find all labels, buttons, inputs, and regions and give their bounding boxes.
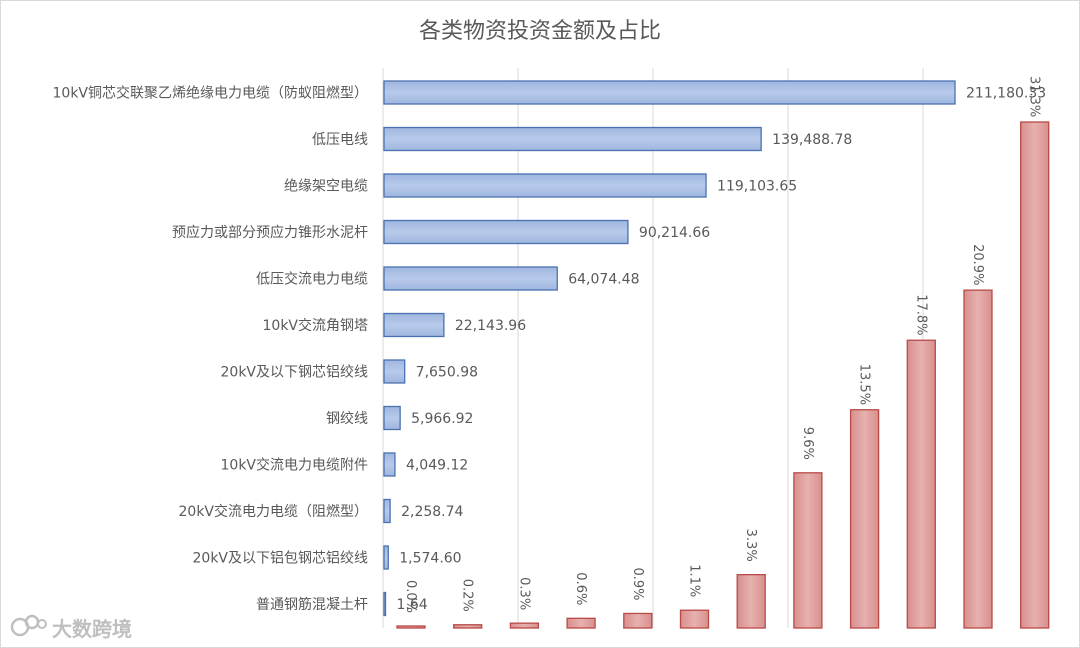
percent-label: 0.2% <box>460 579 475 612</box>
horizontal-bar-series: 10kV铜芯交联聚乙烯绝缘电力电缆（防蚁阻燃型） 211,180.33 低压电线 13… <box>53 80 1046 617</box>
percent-label: 31.3% <box>1027 76 1042 117</box>
vbar <box>509 622 540 629</box>
vbar <box>906 339 936 629</box>
percent-label: 0.3% <box>516 577 531 610</box>
category-label: 普通钢筋混凝土杆 <box>256 596 368 613</box>
percent-label: 9.6% <box>800 427 815 460</box>
category-label: 钢绞线 <box>326 410 368 427</box>
vbar <box>849 409 880 629</box>
hbar <box>383 266 558 291</box>
hbar <box>383 405 401 431</box>
percent-label: 20.9% <box>970 244 985 285</box>
hbar <box>383 498 391 524</box>
value-label: 139,488.78 <box>772 132 852 148</box>
value-label: 22,143.96 <box>455 318 526 334</box>
percent-label: 3.3% <box>743 529 758 562</box>
value-label: 4,049.12 <box>406 458 468 474</box>
vbar <box>396 625 426 629</box>
vertical-bar-series: 0.0% 0.2% 0.3% 0.6% 0.9% 1.1% 3.3% 9.6% 13.5% 17.… <box>396 76 1050 629</box>
watermark-logo-icon <box>10 614 47 637</box>
value-label: 7,650.98 <box>416 365 478 381</box>
value-label: 211,180.33 <box>966 86 1046 102</box>
value-label: 1,574.60 <box>399 551 461 567</box>
vbar <box>963 289 993 629</box>
hbar <box>383 173 707 198</box>
category-label: 20kV及以下铝包钢芯铝绞线 <box>193 550 369 567</box>
value-label: 2,258.74 <box>401 504 463 520</box>
value-label: 64,074.48 <box>568 272 639 288</box>
value-label: 119,103.65 <box>717 179 797 195</box>
category-label: 10kV铜芯交联聚乙烯绝缘电力电缆（防蚁阻燃型） <box>53 85 369 102</box>
value-label: 90,214.66 <box>639 225 710 241</box>
percent-label: 0.0% <box>403 580 418 613</box>
percent-label: 1.1% <box>687 564 702 597</box>
hbar <box>383 126 762 152</box>
gridlines <box>382 68 924 628</box>
vbar <box>453 624 483 629</box>
category-label: 低压电线 <box>312 132 368 148</box>
hbar <box>383 452 396 477</box>
category-label: 20kV及以下钢芯铝绞线 <box>221 364 369 381</box>
hbar <box>383 545 389 570</box>
vbar <box>793 472 823 629</box>
value-label: 1.64 <box>397 597 428 613</box>
vbar <box>623 612 653 629</box>
vbar <box>1020 121 1050 629</box>
hbar <box>383 80 956 105</box>
category-label: 低压交流电力电缆 <box>256 271 368 288</box>
category-label: 10kV交流电力电缆附件 <box>221 457 369 474</box>
hbar <box>383 591 387 617</box>
category-label: 10kV交流角钢塔 <box>263 317 369 334</box>
vbar <box>736 574 766 629</box>
category-label: 预应力或部分预应力锥形水泥杆 <box>172 224 368 241</box>
vbar <box>566 617 596 629</box>
value-label: 5,966.92 <box>411 411 473 427</box>
hbar <box>383 312 445 338</box>
category-label: 绝缘架空电缆 <box>284 179 368 195</box>
chart-title: 各类物资投资金额及占比 <box>419 19 661 44</box>
percent-label: 0.6% <box>573 572 588 605</box>
hbar <box>383 359 406 384</box>
watermark: 大数跨境 <box>10 614 132 641</box>
category-label: 20kV交流电力电缆（阻燃型） <box>179 503 369 520</box>
vbar <box>679 609 710 629</box>
hbar <box>383 219 629 245</box>
watermark-text: 大数跨境 <box>52 617 132 641</box>
percent-label: 13.5% <box>857 364 872 405</box>
percent-label: 0.9% <box>630 567 645 600</box>
percent-label: 17.8% <box>913 294 928 335</box>
